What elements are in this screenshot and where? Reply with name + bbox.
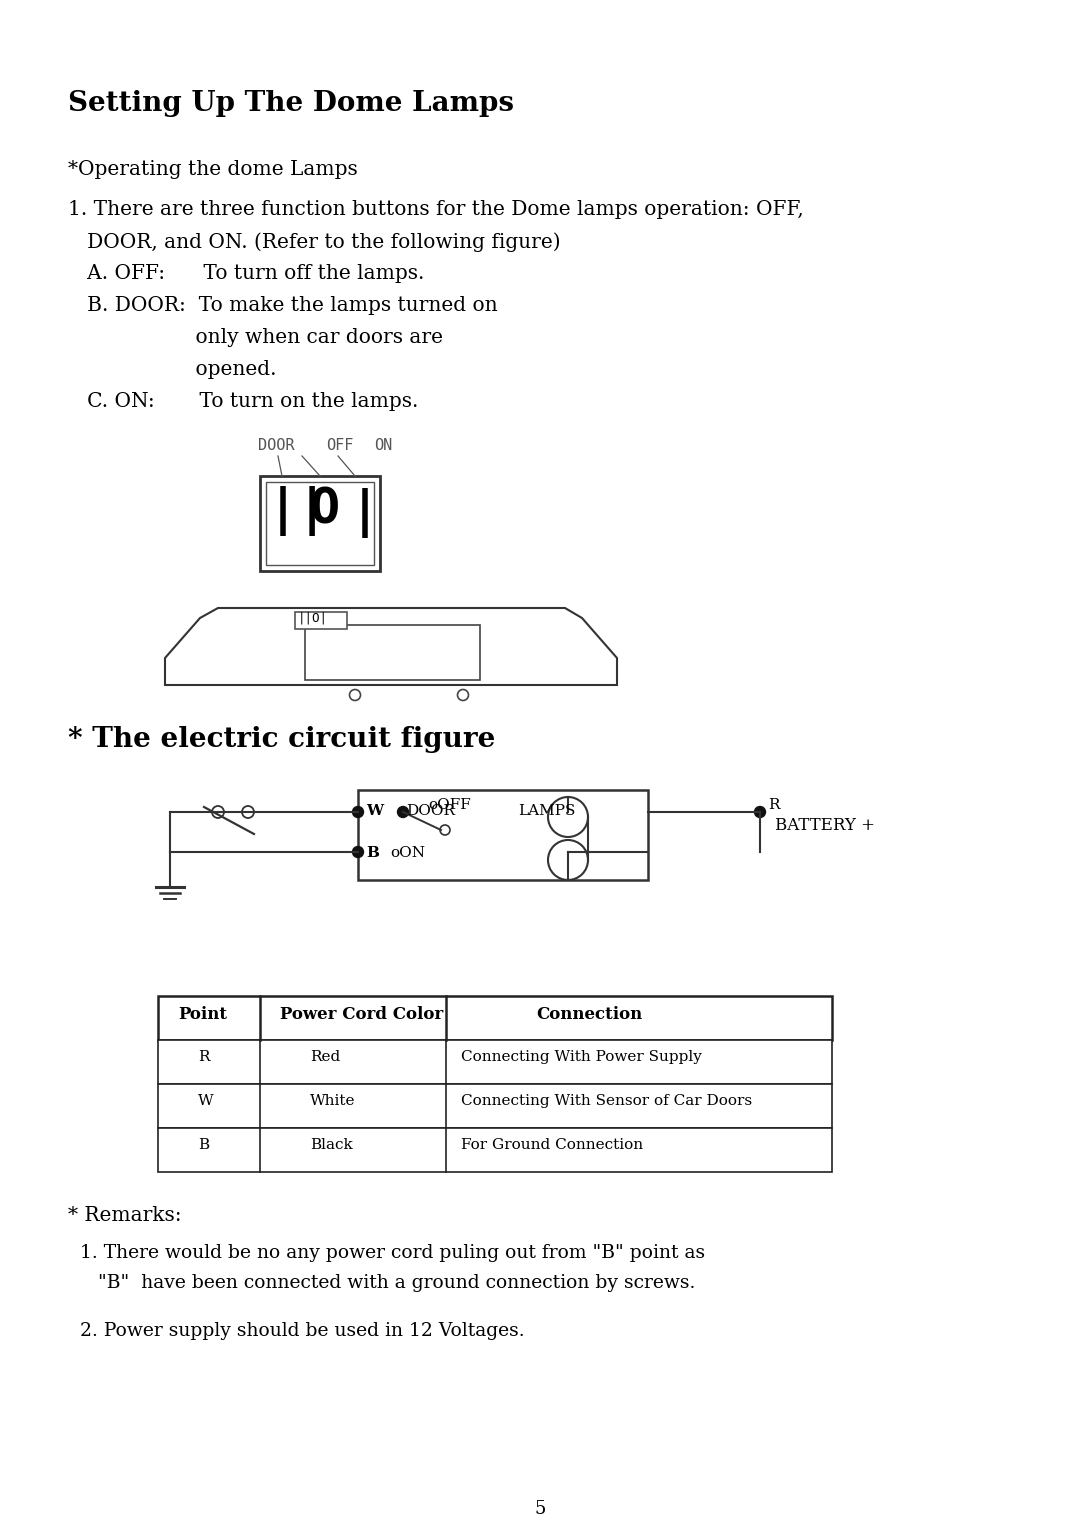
Bar xyxy=(158,1083,832,1128)
Text: 2. Power supply should be used in 12 Voltages.: 2. Power supply should be used in 12 Vol… xyxy=(68,1322,525,1340)
Bar xyxy=(305,625,480,680)
Bar xyxy=(158,996,832,1041)
Text: B. DOOR:  To make the lamps turned on: B. DOOR: To make the lamps turned on xyxy=(68,296,498,315)
Text: Connecting With Sensor of Car Doors: Connecting With Sensor of Car Doors xyxy=(461,1094,752,1108)
Bar xyxy=(260,477,380,571)
Text: oON: oON xyxy=(390,847,426,860)
Text: Connecting With Power Supply: Connecting With Power Supply xyxy=(461,1050,702,1063)
Text: "B"  have been connected with a ground connection by screws.: "B" have been connected with a ground co… xyxy=(68,1274,696,1293)
Text: Red: Red xyxy=(310,1050,340,1063)
Text: W: W xyxy=(366,804,383,817)
Text: Point: Point xyxy=(178,1005,227,1024)
Text: C. ON:       To turn on the lamps.: C. ON: To turn on the lamps. xyxy=(68,393,418,411)
Circle shape xyxy=(352,847,364,857)
Text: 1. There would be no any power cord puling out from "B" point as: 1. There would be no any power cord puli… xyxy=(68,1244,705,1262)
Text: *Operating the dome Lamps: *Operating the dome Lamps xyxy=(68,160,357,179)
Bar xyxy=(158,1128,832,1172)
Text: For Ground Connection: For Ground Connection xyxy=(461,1138,643,1152)
Circle shape xyxy=(755,807,766,817)
Text: B: B xyxy=(198,1138,210,1152)
Text: R: R xyxy=(198,1050,210,1063)
Text: Black: Black xyxy=(310,1138,353,1152)
Text: Connection: Connection xyxy=(536,1005,643,1024)
Bar xyxy=(266,481,374,565)
Text: ON: ON xyxy=(374,439,392,452)
Text: R: R xyxy=(768,798,780,811)
Text: O: O xyxy=(310,486,340,533)
Text: |: | xyxy=(350,487,380,538)
Text: ||O|: ||O| xyxy=(298,613,328,625)
Text: 1. There are three function buttons for the Dome lamps operation: OFF,: 1. There are three function buttons for … xyxy=(68,200,804,219)
Text: * The electric circuit figure: * The electric circuit figure xyxy=(68,726,496,753)
Text: Power Cord Color: Power Cord Color xyxy=(280,1005,443,1024)
Text: only when car doors are: only when car doors are xyxy=(68,329,443,347)
Text: W: W xyxy=(198,1094,214,1108)
Text: A. OFF:      To turn off the lamps.: A. OFF: To turn off the lamps. xyxy=(68,264,424,283)
Circle shape xyxy=(397,807,408,817)
Text: White: White xyxy=(310,1094,355,1108)
Text: ||: || xyxy=(268,486,328,536)
Text: DOOR: DOOR xyxy=(258,439,295,452)
Text: B: B xyxy=(366,847,379,860)
Text: OFF: OFF xyxy=(326,439,353,452)
Bar xyxy=(357,790,648,880)
Text: BATTERY +: BATTERY + xyxy=(775,817,875,834)
Bar xyxy=(158,1041,832,1083)
Text: * Remarks:: * Remarks: xyxy=(68,1206,181,1225)
Text: LAMPS: LAMPS xyxy=(518,804,576,817)
Text: 5: 5 xyxy=(535,1500,545,1517)
Text: Setting Up The Dome Lamps: Setting Up The Dome Lamps xyxy=(68,90,514,118)
Text: opened.: opened. xyxy=(68,361,276,379)
Text: DOOR, and ON. (Refer to the following figure): DOOR, and ON. (Refer to the following fi… xyxy=(68,232,561,252)
Bar xyxy=(295,613,347,630)
Text: DOOR: DOOR xyxy=(406,804,455,817)
Text: oOFF: oOFF xyxy=(428,798,471,811)
Circle shape xyxy=(352,807,364,817)
